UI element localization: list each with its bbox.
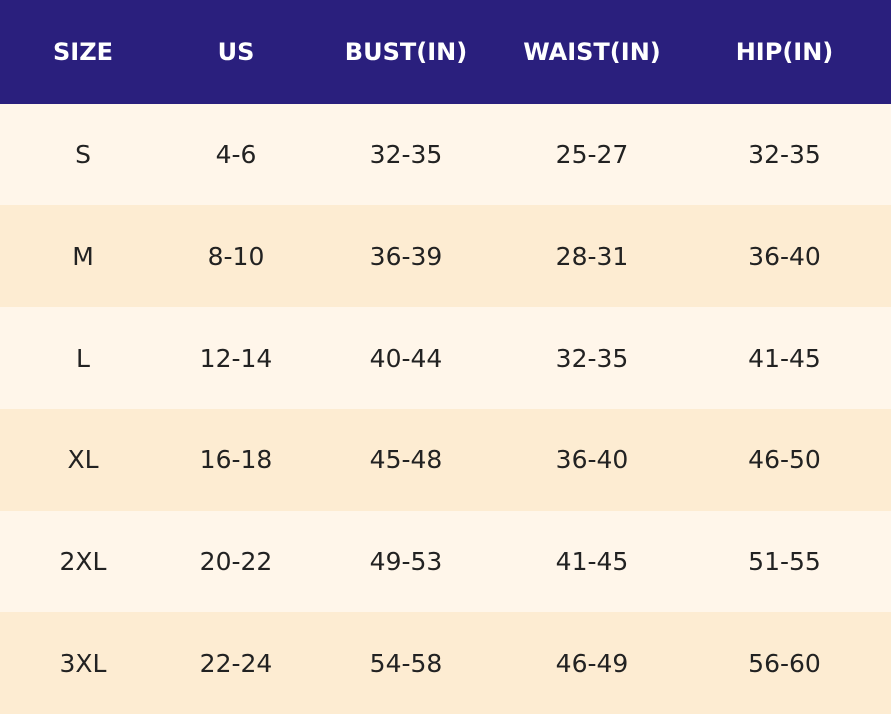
- table-cell: 28-31: [555, 241, 629, 271]
- table-cell: 56-60: [748, 648, 821, 678]
- table-cell: 25-27: [555, 140, 629, 170]
- table-cell: 46-50: [748, 445, 821, 475]
- table-cell: 4-6: [215, 140, 257, 170]
- table-cell: 32-35: [369, 140, 443, 170]
- header-cell: SIZE: [52, 37, 113, 66]
- table-row: S 4-6 32-35 25-27 32-35: [0, 103, 891, 206]
- table-cell: 32-35: [555, 343, 629, 373]
- table-cell: S: [75, 140, 91, 170]
- table-row: 3XL 22-24 54-58 46-49 56-60: [0, 612, 891, 714]
- table-cell: 49-53: [369, 546, 443, 576]
- table-row: L 12-14 40-44 32-35 41-45: [0, 307, 891, 409]
- table-cell: 12-14: [199, 343, 273, 373]
- table-cell: 45-48: [369, 445, 443, 475]
- table-row: M 8-10 36-39 28-31 36-40: [0, 205, 891, 308]
- header-cell: WAIST(IN): [523, 37, 661, 66]
- table-cell: 32-35: [748, 140, 821, 170]
- table-cell: 22-24: [199, 648, 273, 678]
- table-cell: 2XL: [59, 546, 107, 576]
- table-cell: 41-45: [555, 546, 629, 576]
- header-cell: BUST(IN): [344, 37, 468, 66]
- table-cell: 54-58: [369, 648, 443, 678]
- header-row: SIZE US BUST(IN) WAIST(IN) HIP(IN): [0, 0, 891, 104]
- table-cell: 51-55: [748, 546, 821, 576]
- table-cell: 36-39: [369, 241, 443, 271]
- table-cell: XL: [67, 445, 99, 475]
- table-cell: 41-45: [748, 343, 821, 373]
- table-row: 2XL 20-22 49-53 41-45 51-55: [0, 510, 891, 613]
- header-cell: HIP(IN): [735, 37, 834, 66]
- table-cell: L: [76, 343, 90, 373]
- table-cell: 40-44: [369, 343, 443, 373]
- table-cell: 46-49: [555, 648, 629, 678]
- table-cell: 8-10: [207, 241, 265, 271]
- table-cell: 20-22: [199, 546, 273, 576]
- table-cell: 16-18: [199, 445, 273, 475]
- table-cell: 3XL: [59, 648, 107, 678]
- header-cell: US: [217, 37, 255, 66]
- table-cell: M: [72, 241, 94, 271]
- table-cell: 36-40: [555, 445, 629, 475]
- table-row: XL 16-18 45-48 36-40 46-50: [0, 408, 891, 511]
- table-cell: 36-40: [748, 241, 821, 271]
